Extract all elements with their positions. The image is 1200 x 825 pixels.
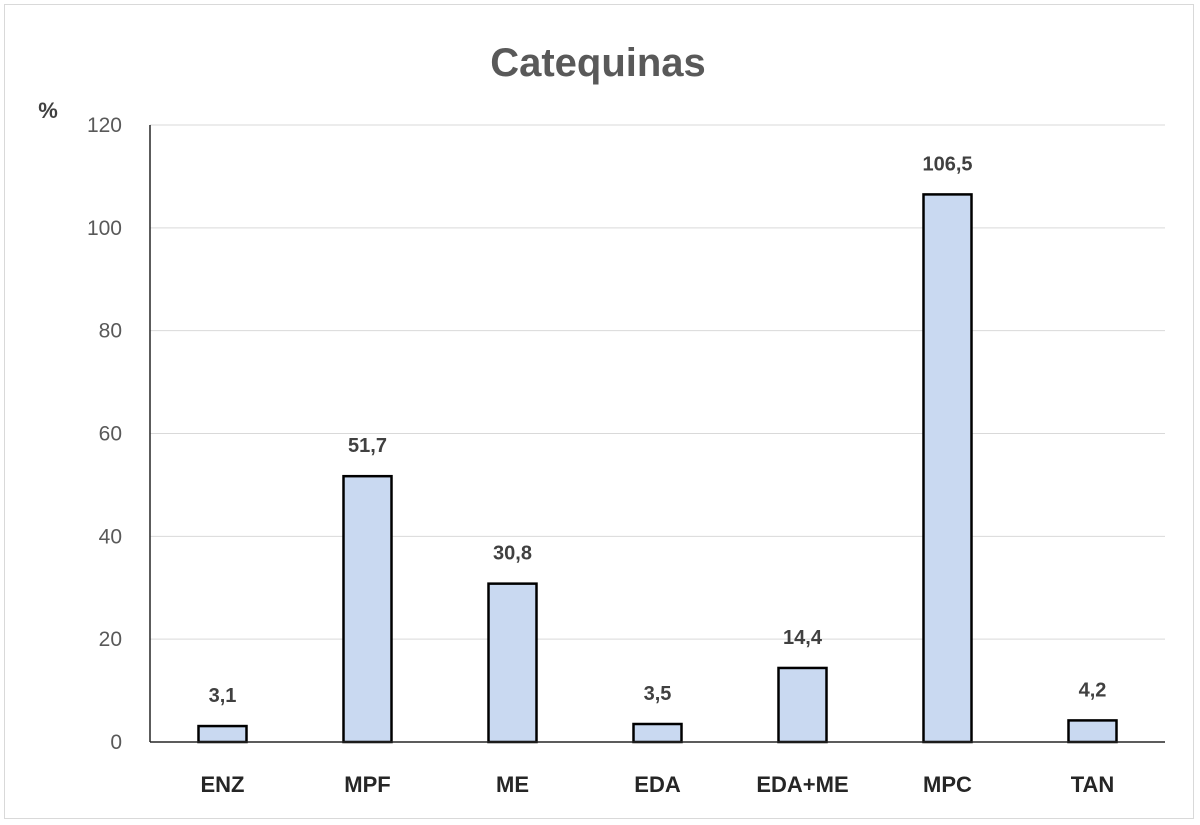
bar-eda-me bbox=[777, 666, 828, 744]
x-tick-label: TAN bbox=[1071, 772, 1115, 797]
bar-enz bbox=[197, 724, 248, 744]
y-axis-ticks: 0 20 40 60 80 100 120 bbox=[87, 114, 122, 754]
y-tick-label: 20 bbox=[99, 628, 122, 651]
data-label: 51,7 bbox=[348, 435, 387, 457]
bar-eda bbox=[632, 722, 683, 744]
bar-me bbox=[487, 582, 538, 744]
bars bbox=[197, 193, 1118, 744]
x-tick-label: MPC bbox=[923, 772, 972, 797]
x-tick-label: MPF bbox=[344, 772, 390, 797]
y-tick-label: 40 bbox=[99, 525, 122, 548]
y-tick-label: 120 bbox=[87, 114, 122, 137]
x-tick-label: EDA bbox=[634, 772, 681, 797]
y-tick-label: 60 bbox=[99, 423, 122, 446]
x-tick-label: ME bbox=[496, 772, 529, 797]
y-axis-unit-label: % bbox=[38, 98, 58, 123]
x-axis-ticks: ENZ MPF ME EDA EDA+ME MPC TAN bbox=[201, 772, 1115, 797]
data-label: 3,1 bbox=[209, 685, 237, 707]
y-tick-label: 0 bbox=[110, 731, 122, 754]
data-label: 3,5 bbox=[644, 683, 672, 705]
chart-frame bbox=[4, 4, 1194, 819]
x-tick-label: ENZ bbox=[201, 772, 245, 797]
data-label: 106,5 bbox=[922, 153, 972, 175]
data-labels: 3,1 51,7 30,8 3,5 14,4 106,5 4,2 bbox=[209, 153, 1107, 707]
bar-tan bbox=[1067, 719, 1118, 744]
gridlines bbox=[150, 124, 1165, 640]
bar-mpf bbox=[342, 474, 393, 744]
bar-mpc bbox=[922, 193, 973, 744]
data-label: 4,2 bbox=[1079, 679, 1107, 701]
data-label: 14,4 bbox=[783, 627, 823, 649]
data-label: 30,8 bbox=[493, 543, 532, 565]
x-tick-label: EDA+ME bbox=[756, 772, 848, 797]
y-tick-label: 80 bbox=[99, 320, 122, 343]
chart-title: Catequinas bbox=[490, 41, 706, 85]
y-tick-label: 100 bbox=[87, 217, 122, 240]
